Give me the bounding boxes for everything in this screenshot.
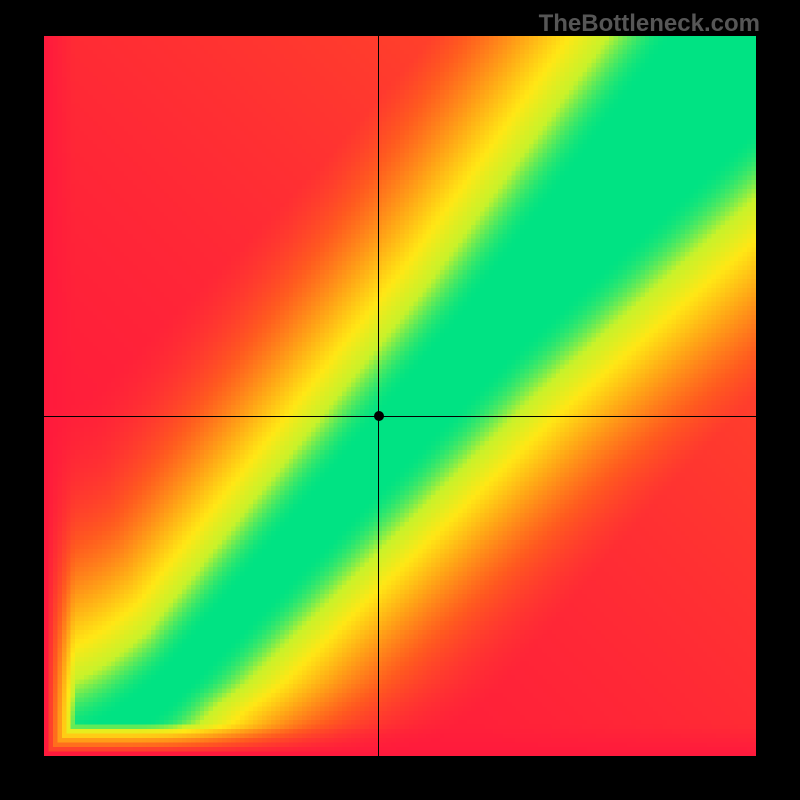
plot-area — [44, 36, 756, 756]
crosshair-horizontal — [44, 416, 756, 417]
watermark-text: TheBottleneck.com — [539, 10, 760, 38]
crosshair-vertical — [378, 36, 379, 756]
chart-frame: TheBottleneck.com — [0, 0, 800, 800]
crosshair-marker — [374, 411, 384, 421]
heatmap-canvas — [44, 36, 756, 756]
